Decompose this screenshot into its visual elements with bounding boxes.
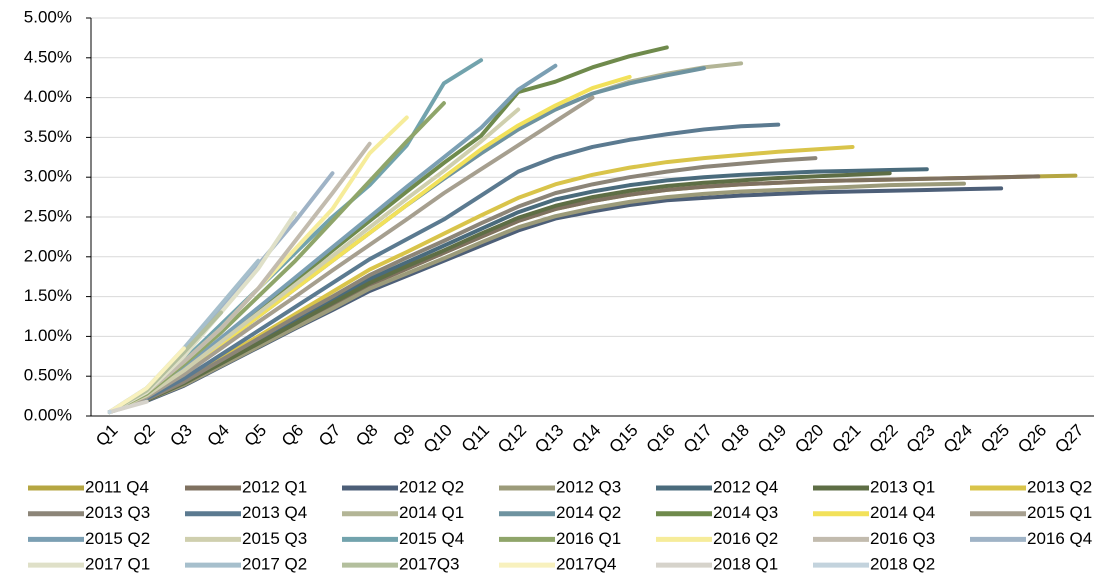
x-tick-label: Q17: [680, 421, 716, 457]
x-tick-label: Q21: [828, 421, 864, 457]
x-tick-label: Q16: [643, 421, 679, 457]
x-tick-label: Q10: [420, 421, 456, 457]
legend-label: 2015 Q4: [399, 529, 464, 548]
x-tick-label: Q22: [866, 421, 902, 457]
x-tick-label: Q23: [903, 421, 939, 457]
x-tick-label: Q8: [352, 421, 381, 450]
x-tick-label: Q15: [605, 421, 641, 457]
legend-label: 2012 Q4: [713, 477, 778, 496]
x-tick-label: Q19: [754, 421, 790, 457]
series-line: [107, 95, 595, 415]
series-line: [107, 399, 149, 415]
legend-label: 2014 Q2: [556, 503, 621, 522]
x-tick-label: Q12: [494, 421, 530, 457]
x-tick-label: Q25: [977, 421, 1013, 457]
legend-label: 2017Q3: [399, 555, 460, 574]
x-tick-label: Q7: [315, 421, 344, 450]
series-line: [107, 107, 521, 415]
x-tick-label: Q14: [568, 421, 604, 457]
legend-label: 2013 Q3: [85, 503, 150, 522]
x-tick-label: Q26: [1014, 421, 1050, 457]
legend-label: 2016 Q2: [713, 529, 778, 548]
legend-label: 2014 Q3: [713, 503, 778, 522]
y-tick-label: 3.00%: [24, 167, 72, 186]
series-line: [107, 346, 186, 415]
series-line: [107, 186, 1004, 415]
series-line: [107, 58, 484, 415]
x-tick-label: Q6: [278, 421, 307, 450]
legend-label: 2015 Q3: [242, 529, 307, 548]
series-line: [107, 144, 855, 415]
legend-label: 2015 Q1: [1027, 503, 1092, 522]
legend-label: 2013 Q4: [242, 503, 307, 522]
legend-label: 2012 Q1: [242, 477, 307, 496]
series-line: [107, 211, 298, 415]
x-tick-label: Q13: [531, 421, 567, 457]
legend-label: 2017Q4: [556, 555, 617, 574]
x-tick-label: Q24: [940, 421, 976, 457]
y-tick-label: 2.00%: [24, 246, 72, 265]
legend-label: 2017 Q2: [242, 555, 307, 574]
legend-label: 2014 Q4: [870, 503, 935, 522]
x-tick-label: Q18: [717, 421, 753, 457]
y-tick-label: 0.50%: [24, 366, 72, 385]
y-tick-label: 5.00%: [24, 7, 72, 26]
y-tick-label: 2.50%: [24, 206, 72, 225]
x-tick-label: Q20: [791, 421, 827, 457]
y-tick-label: 4.50%: [24, 47, 72, 66]
x-tick-label: Q1: [92, 421, 121, 450]
legend-label: 2013 Q2: [1027, 477, 1092, 496]
x-tick-label: Q11: [458, 421, 493, 456]
x-tick-label: Q2: [129, 421, 158, 450]
legend-label: 2012 Q2: [399, 477, 464, 496]
x-tick-label: Q4: [204, 421, 233, 450]
y-tick-label: 0.00%: [24, 405, 72, 424]
y-tick-label: 4.00%: [24, 87, 72, 106]
y-tick-label: 3.50%: [24, 127, 72, 146]
legend-label: 2012 Q3: [556, 477, 621, 496]
legend-label: 2013 Q1: [870, 477, 935, 496]
legend-label: 2018 Q2: [870, 555, 935, 574]
legend-label: 2016 Q3: [870, 529, 935, 548]
series-line: [107, 171, 892, 415]
legend-label: 2016 Q4: [1027, 529, 1092, 548]
x-tick-label: Q9: [389, 421, 418, 450]
legend-label: 2014 Q1: [399, 503, 464, 522]
legend-label: 2015 Q2: [85, 529, 150, 548]
series-line: [107, 181, 966, 415]
x-tick-label: Q5: [241, 421, 270, 450]
legend-label: 2016 Q1: [556, 529, 621, 548]
legend-label: 2017 Q1: [85, 555, 150, 574]
x-tick-label: Q27: [1051, 421, 1087, 457]
series-line: [107, 141, 372, 415]
y-tick-label: 1.50%: [24, 286, 72, 305]
legend-label: 2018 Q1: [713, 555, 778, 574]
series-line: [107, 156, 818, 415]
legend-label: 2011 Q4: [85, 477, 149, 496]
x-tick-label: Q3: [166, 421, 195, 450]
series-line: [107, 122, 781, 415]
y-tick-label: 1.00%: [24, 326, 72, 345]
